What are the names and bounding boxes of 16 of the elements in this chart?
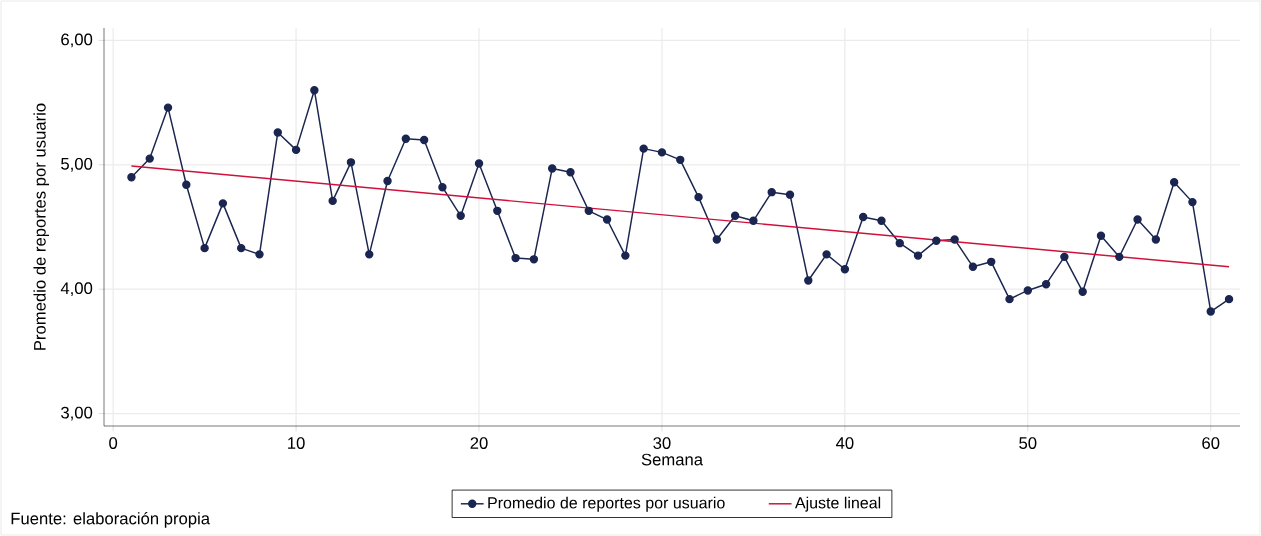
x-tick-label: 60 [1202,437,1220,449]
x-tick-label: 0 [109,437,118,449]
source-note: Fuente: elaboración propia [11,512,211,528]
legend-label: Ajuste lineal [794,496,881,512]
x-tick-label: 30 [653,437,671,449]
y-tick-label: 3,00 [61,406,93,421]
y-axis-title: Promedio de reportes por usuario [33,103,50,350]
x-axis-title: Semana [641,453,704,466]
y-tick-label: 6,00 [61,33,93,48]
x-tick-label: 10 [288,437,305,449]
x-tick-label: 40 [835,437,854,449]
y-tick-label: 5,00 [61,157,93,172]
x-tick-label: 20 [470,437,488,449]
x-tick-label: 50 [1019,437,1037,449]
y-tick-label: 4,00 [60,282,93,297]
legend-label: Promedio de reportes por usuario [488,496,725,512]
